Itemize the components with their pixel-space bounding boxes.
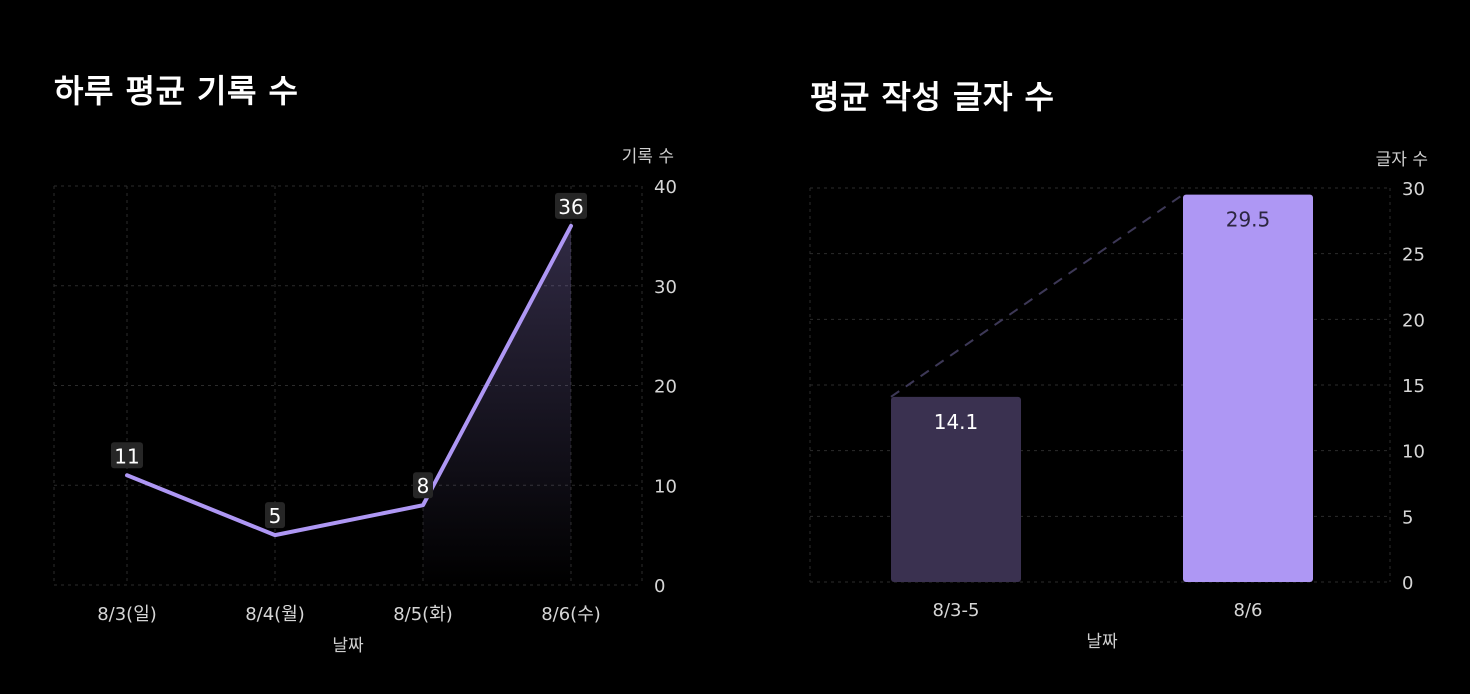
- line-data-label-bg: [555, 192, 587, 219]
- line-data-label-bg: [413, 472, 433, 499]
- line-data-label-bg: [265, 502, 285, 529]
- line-y-tick-label: 10: [654, 476, 677, 497]
- line-x-tick-label: 8/6(수): [541, 604, 601, 625]
- bar-x-tick-label: 8/3-5: [933, 600, 980, 621]
- line-y-tick-label: 40: [654, 177, 677, 198]
- line-data-label: 5: [269, 504, 282, 528]
- line-y-tick-label: 30: [654, 277, 677, 298]
- line-series: [125, 223, 573, 538]
- bar-y-tick-label: 30: [1402, 179, 1425, 200]
- bar-trend-line: [890, 193, 1184, 398]
- bar-y-tick-label: 0: [1402, 573, 1413, 594]
- bar-data-label: 14.1: [934, 410, 979, 434]
- line-x-tick-label: 8/4(월): [245, 604, 305, 625]
- bar-y-tick-label: 5: [1402, 507, 1413, 528]
- bar-y-tick-label: 25: [1402, 245, 1425, 266]
- bar-x-axis-title: 날짜: [1086, 632, 1118, 652]
- line-y-axis-title: 기록 수: [622, 147, 674, 167]
- bar-data-label: 29.5: [1226, 208, 1271, 232]
- line-x-tick-label: 8/5(화): [393, 604, 453, 625]
- bar-y-tick-label: 10: [1402, 442, 1425, 463]
- bar-x-tick-label: 8/6: [1234, 600, 1263, 621]
- daily-records-line-chart: 0 10 20 30 40 11 5 8 36 8/3(일) 8/4(월) 8/5(화) 8/6(수) 날…: [53, 147, 677, 656]
- line-data-label: 11: [114, 444, 139, 468]
- bar: [891, 396, 1021, 582]
- line-data-label-bg: [111, 442, 143, 469]
- line-x-axis-title: 날짜: [332, 636, 364, 656]
- line-data-label: 8: [417, 474, 430, 498]
- line-y-tick-label: 20: [654, 377, 677, 398]
- bar-y-axis-title: 글자 수: [1376, 150, 1428, 170]
- bar: [1183, 194, 1313, 583]
- daily-records-chart-title: 하루 평균 기록 수: [54, 72, 299, 110]
- line-data-label: 36: [558, 195, 583, 219]
- bar-y-tick-label: 20: [1402, 310, 1425, 331]
- avg-chars-chart-title: 평균 작성 글자 수: [810, 78, 1055, 116]
- line-area-fill: [423, 225, 571, 585]
- bar-y-tick-label: 15: [1402, 376, 1425, 397]
- line-y-tick-label: 0: [654, 576, 665, 597]
- line-x-tick-label: 8/3(일): [97, 604, 157, 625]
